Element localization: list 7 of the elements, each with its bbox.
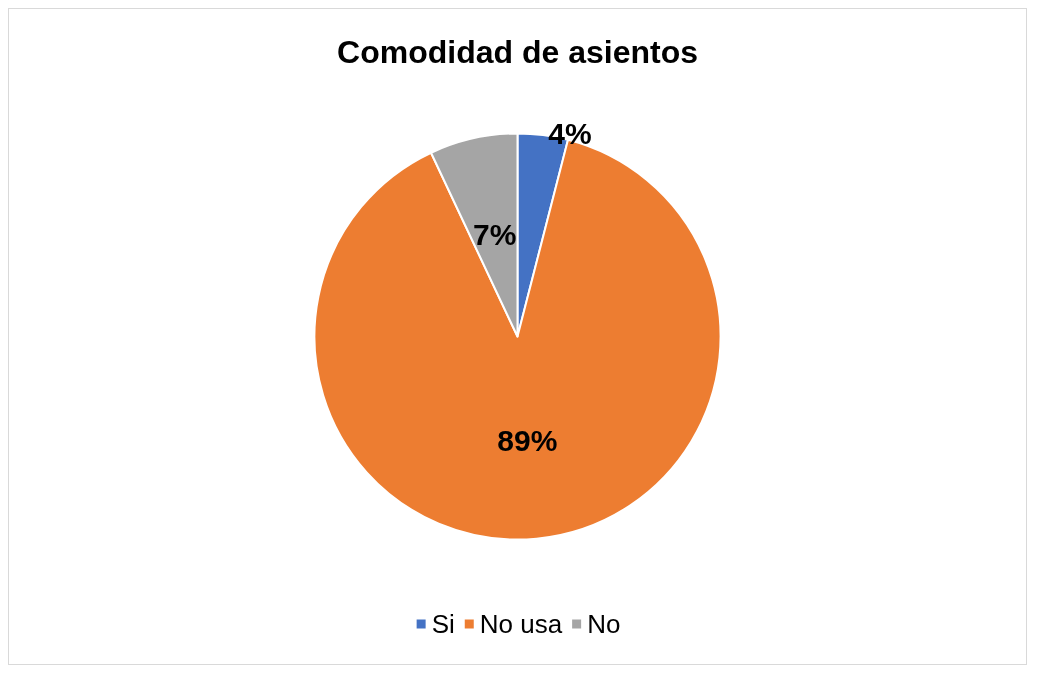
- data-label: 89%: [497, 424, 558, 458]
- chart-title: Comodidad de asientos: [337, 34, 698, 70]
- legend-label: Si: [431, 609, 455, 639]
- legend-label: No usa: [479, 609, 563, 639]
- data-label: 4%: [548, 116, 592, 150]
- legend-label: No: [587, 609, 621, 639]
- data-label: 7%: [473, 217, 517, 251]
